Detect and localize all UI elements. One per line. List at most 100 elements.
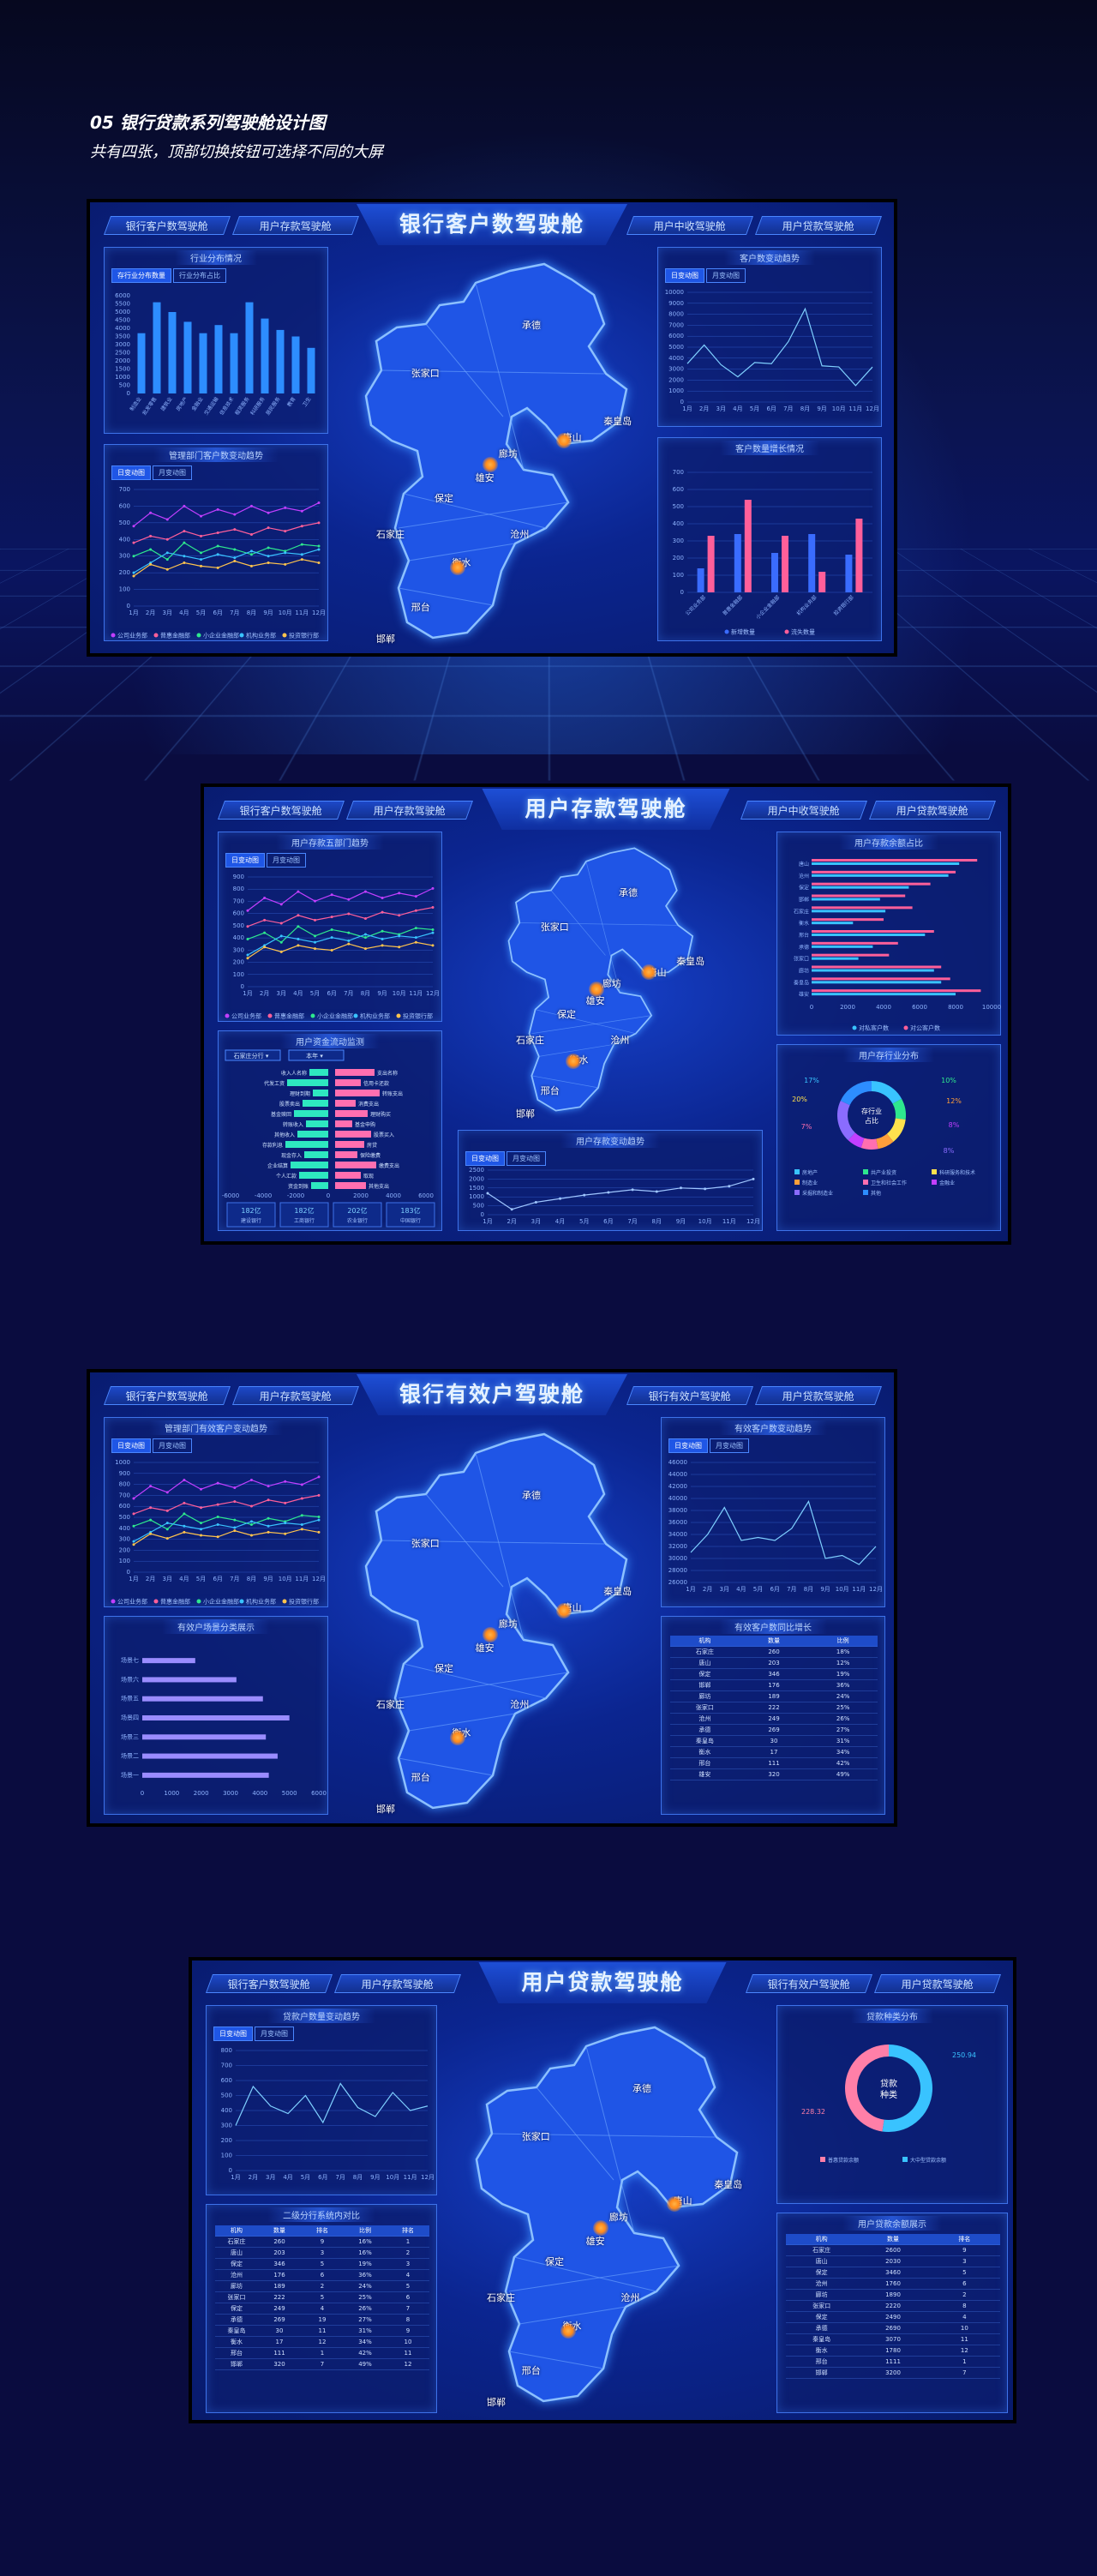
legend-label: 投资银行部 [403,1012,433,1020]
nav-tab-deposit[interactable]: 用户存款驾驶舱 [232,216,359,235]
bar-outflow [335,1110,368,1117]
table-cell: 42% [808,1758,878,1768]
city-label[interactable]: 秦皇岛 [603,1584,632,1598]
data-point [149,563,152,566]
city-label[interactable]: 承德 [632,2081,651,2095]
nav-tab-fee[interactable]: 用户中收驾驶舱 [740,801,867,820]
city-label[interactable]: 石家庄 [487,2291,515,2304]
nav-tab-customer[interactable]: 银行客户数驾驶舱 [104,216,231,235]
city-label[interactable]: 承德 [522,1488,541,1502]
table-cell: 31% [344,2326,387,2336]
bar-public [812,954,889,957]
city-label[interactable]: 雄安 [476,1641,495,1654]
series-line [134,1514,319,1529]
city-label[interactable]: 承德 [619,886,638,899]
nav-tab-loan[interactable]: 用户贷款驾驶舱 [874,1974,1001,1993]
nav-tab-deposit[interactable]: 用户存款驾驶舱 [334,1974,461,1993]
data-point [314,934,316,937]
city-label[interactable]: 邯郸 [516,1107,535,1120]
flow-label: 消费支出 [358,1101,379,1108]
bar-lost [708,536,715,592]
chart-fund-flow: 石家庄分行 ▾ 本年 ▾收入人名称代发工资理财到期股票卖出基金赎回转账收入其他收入… [219,1031,443,1232]
flow-label: 存款利息 [262,1142,283,1149]
city-label[interactable]: 雄安 [476,471,495,484]
city-label[interactable]: 邯郸 [487,2395,506,2409]
x-tick: 11月 [848,405,862,412]
city-label[interactable]: 石家庄 [516,1033,544,1047]
hotspot-marker[interactable] [589,982,604,997]
city-label[interactable]: 秦皇岛 [676,954,704,968]
nav-tab-loan[interactable]: 用户贷款驾驶舱 [755,216,882,235]
x-tick: 4月 [179,609,189,616]
data-point [318,561,321,564]
nav-tab-fee[interactable]: 用户中收驾驶舱 [626,216,753,235]
chart-dept-lines: 70060050040030020010001月 2月 3月 4月 5月 6月 7月 8月 9月… [105,445,329,642]
city-label[interactable]: 邯郸 [376,632,395,646]
city-label[interactable]: 邢台 [411,600,430,614]
city-label[interactable]: 石家庄 [376,1697,405,1711]
city-label[interactable]: 廊坊 [499,1617,518,1630]
data-point [183,1502,185,1504]
y-tick: 6000 [668,333,684,339]
x-tick: 7月 [783,405,793,412]
table-cell: 唐山 [786,2256,857,2267]
bar-private [812,910,885,912]
flow-label: 理财购买 [370,1111,391,1118]
city-label[interactable]: 邯郸 [376,1802,395,1816]
city-label[interactable]: 承德 [522,318,541,332]
data-point [284,563,286,566]
data-point [632,1188,634,1191]
city-label[interactable]: 廊坊 [499,447,518,460]
city-label[interactable]: 张家口 [522,2129,550,2143]
city-label[interactable]: 秦皇岛 [714,2177,742,2191]
x-tick: -6000 [222,1192,239,1199]
city-label[interactable]: 秦皇岛 [603,414,632,428]
nav-tab-customer[interactable]: 银行客户数驾驶舱 [206,1974,333,1993]
city-label[interactable]: 保定 [435,491,453,505]
city-label[interactable]: 沧州 [620,2291,639,2304]
nav-tab-customer[interactable]: 银行客户数驾驶舱 [218,801,345,820]
city-label[interactable]: 邢台 [522,2363,541,2377]
city-label[interactable]: 张家口 [541,920,569,934]
hotspot-marker[interactable] [641,964,656,980]
city-label[interactable]: 沧州 [610,1033,629,1047]
bar-lost [745,500,752,592]
nav-tab-customer[interactable]: 银行客户数驾驶舱 [104,1386,231,1405]
nav-tab-loan[interactable]: 用户贷款驾驶舱 [869,801,996,820]
city-label[interactable]: 雄安 [586,2234,605,2248]
x-tick: 2000 [194,1790,209,1797]
y-tick: 2000 [668,376,684,383]
hotspot-marker[interactable] [483,457,498,472]
data-point [183,555,185,557]
city-label[interactable]: 邢台 [541,1084,560,1097]
city-label[interactable]: 张家口 [411,1536,440,1550]
y-tick: 400 [673,520,684,527]
flow-label: 基金赎回 [271,1111,291,1118]
city-label[interactable]: 保定 [545,2255,564,2268]
hotspot-marker[interactable] [483,1627,498,1642]
city-label[interactable]: 张家口 [411,366,440,380]
x-tick: 3月 [531,1218,541,1225]
y-tick: 700 [221,2063,232,2069]
data-point [217,531,219,534]
nav-tab-effective[interactable]: 银行有效户驾驶舱 [746,1974,872,1993]
nav-tab-effective[interactable]: 银行有效户驾驶舱 [626,1386,753,1405]
nav-tab-deposit[interactable]: 用户存款驾驶舱 [232,1386,359,1405]
city-label[interactable]: 石家庄 [376,527,405,541]
city-label[interactable]: 沧州 [510,1697,529,1711]
city-label[interactable]: 沧州 [510,527,529,541]
x-tick: 4000 [252,1790,267,1797]
city-label[interactable]: 保定 [557,1007,576,1021]
city-label[interactable]: 廊坊 [609,2210,628,2224]
legend-swatch [311,1014,315,1018]
hotspot-marker[interactable] [593,2220,608,2236]
data-point [250,553,253,555]
bar [169,312,177,393]
legend-label: 公司业务部 [231,1012,261,1020]
city-label[interactable]: 廊坊 [602,976,621,990]
city-label[interactable]: 邢台 [411,1770,430,1784]
nav-tab-deposit[interactable]: 用户存款驾驶舱 [346,801,473,820]
city-label[interactable]: 保定 [435,1661,453,1675]
legend-label: 小企业金融部 [203,632,239,639]
nav-tab-loan[interactable]: 用户贷款驾驶舱 [755,1386,882,1405]
